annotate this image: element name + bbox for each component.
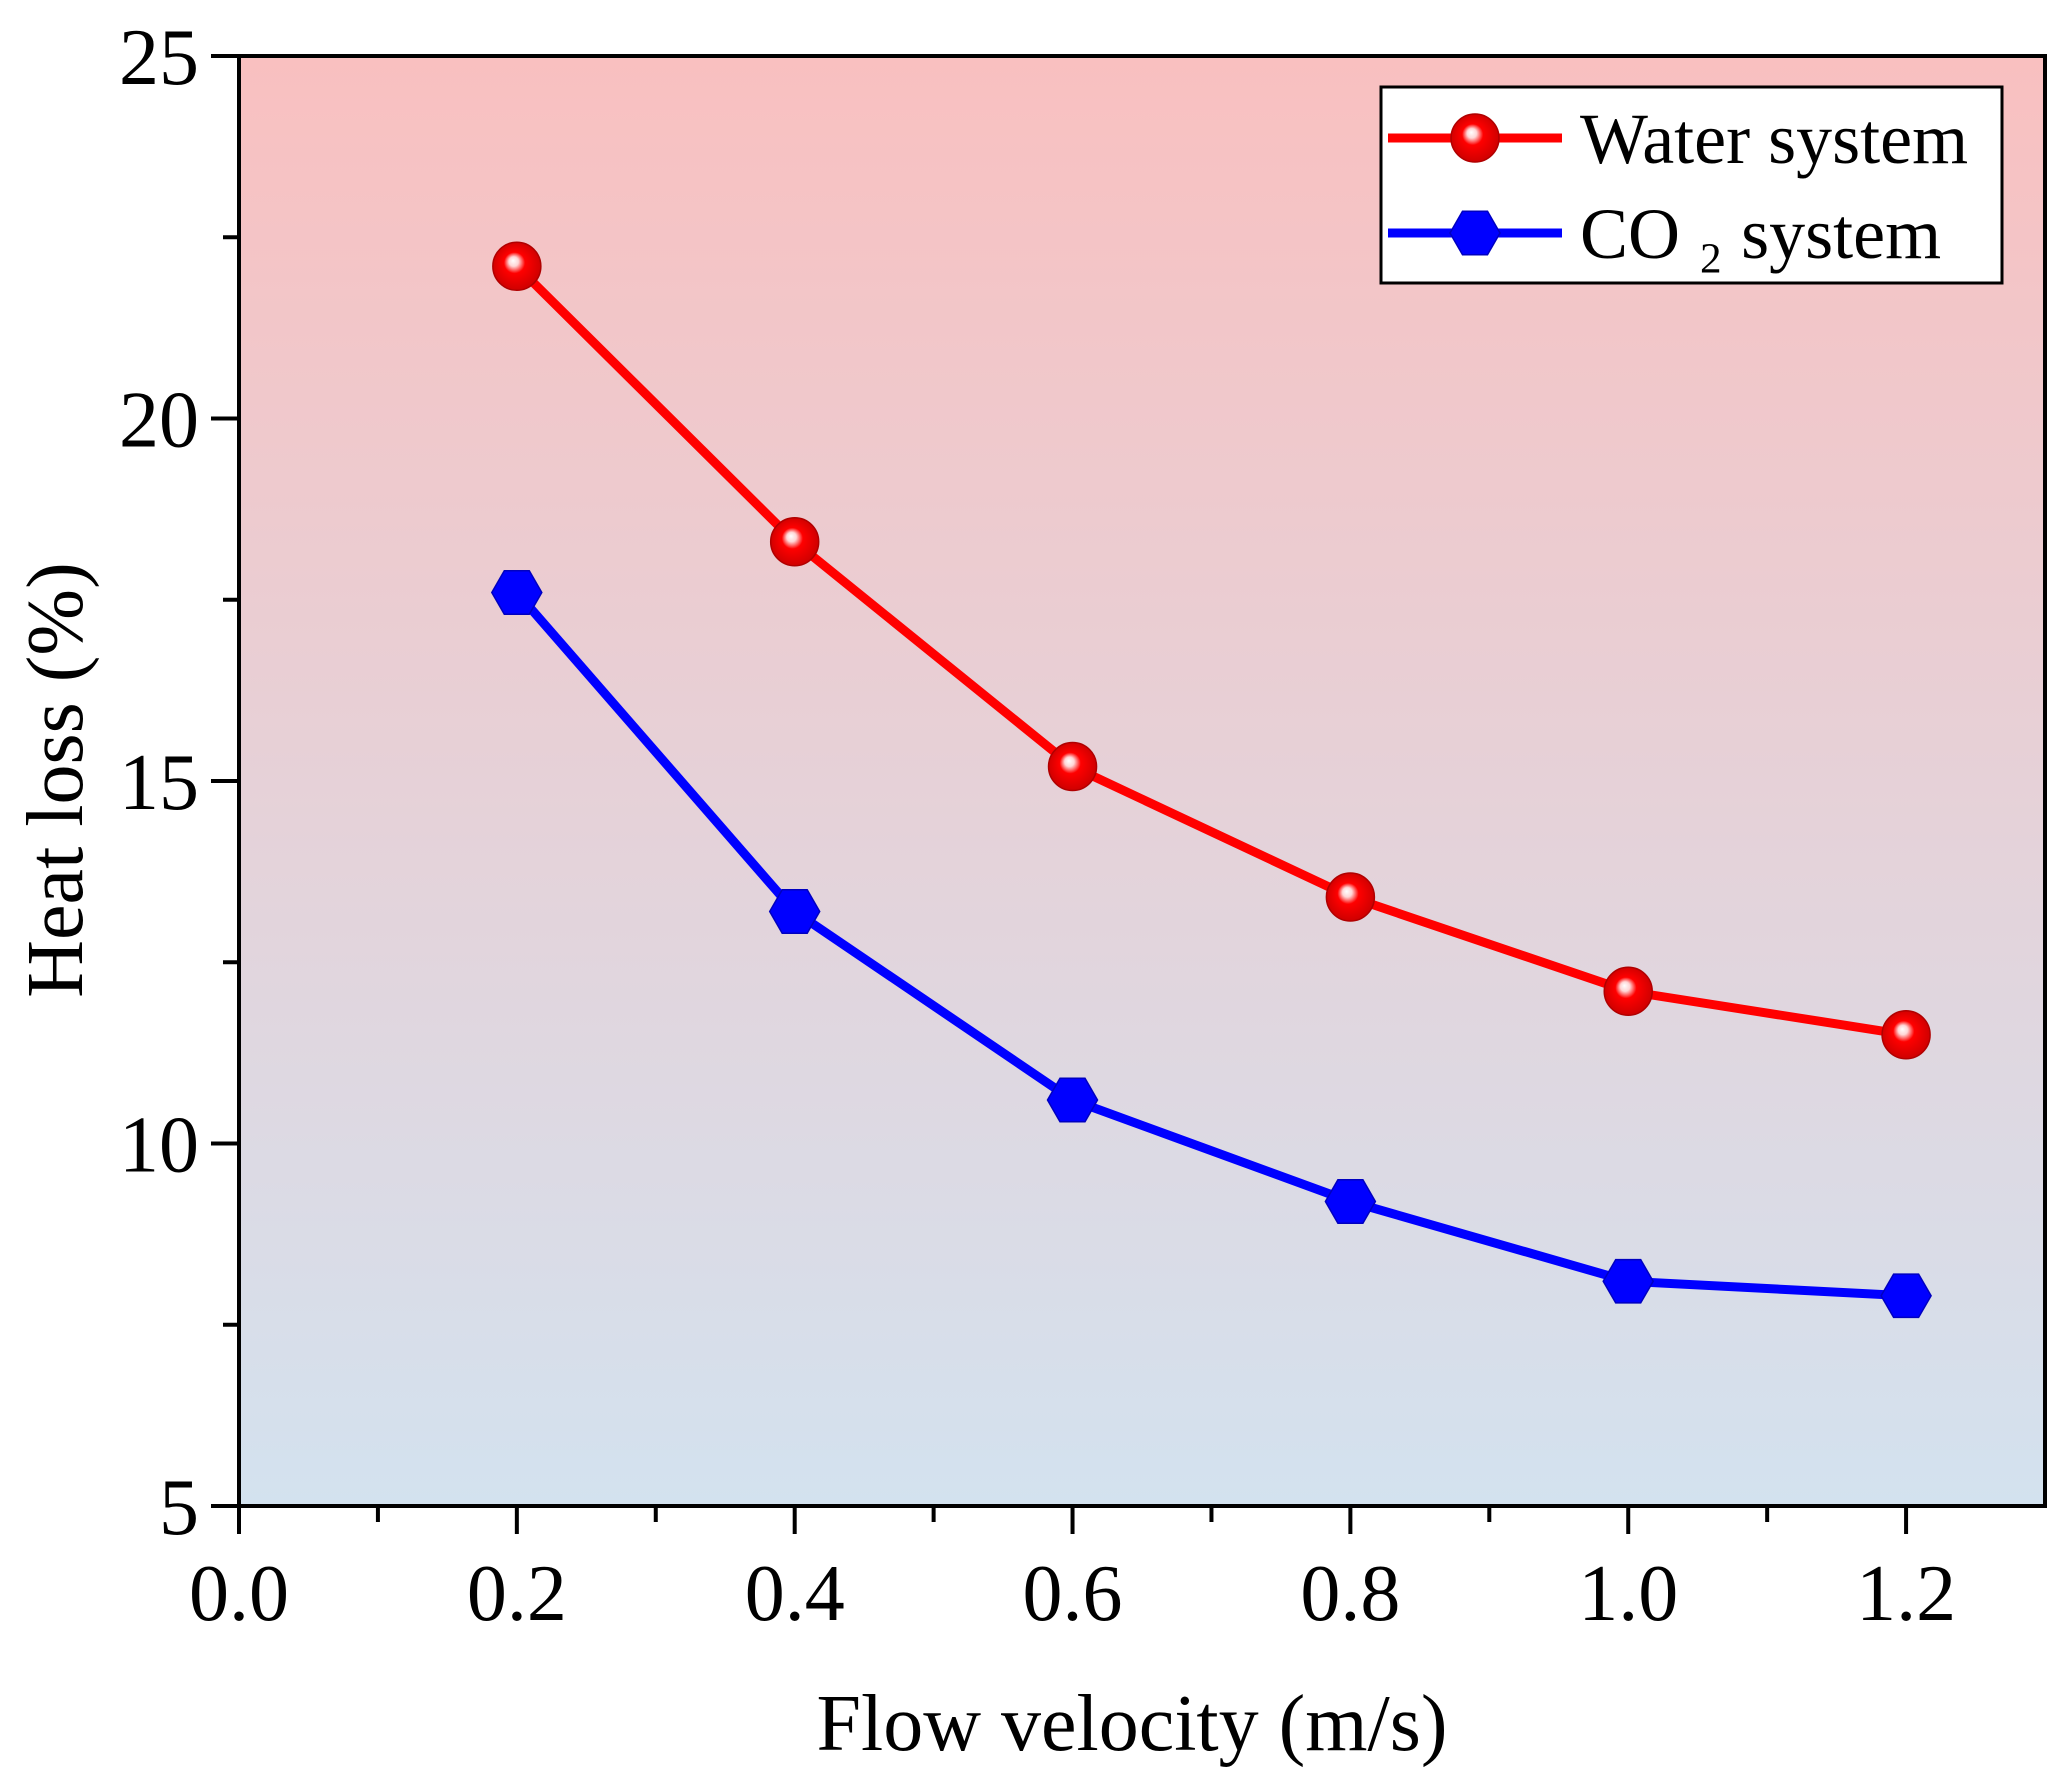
series-1-point-2 — [1046, 1077, 1099, 1123]
x-axis: 0.0 0.2 0.4 0.6 0.8 1.0 1.2 — [189, 1506, 1956, 1638]
series-0 — [492, 241, 1931, 1060]
x-axis-label: Flow velocity (m/s) — [816, 1680, 1447, 1768]
x-tick-label: 1.2 — [1856, 1550, 1956, 1638]
x-tick-label: 0.8 — [1300, 1550, 1400, 1638]
y-axis: 5 10 15 20 25 — [119, 14, 239, 1552]
legend-label-0: Water system — [1580, 99, 1968, 179]
series-1-point-3 — [1324, 1179, 1377, 1224]
series-0-point-2 — [1047, 741, 1098, 792]
series-0-point-1 — [769, 517, 820, 567]
legend-marker-1 — [1449, 210, 1501, 256]
legend: Water system CO ₂ system — [1379, 85, 2004, 285]
series-1-point-5 — [1880, 1273, 1932, 1319]
series-0-point-5 — [1881, 1010, 1931, 1060]
series-0-point-3 — [1325, 872, 1376, 922]
series-1-point-1 — [768, 889, 821, 934]
y-tick-label: 5 — [159, 1464, 199, 1552]
y-tick-label: 15 — [119, 739, 199, 827]
series-1-point-0 — [490, 570, 543, 615]
series-0-point-0 — [492, 241, 542, 291]
x-tick-label: 0.2 — [467, 1550, 567, 1638]
x-tick-label: 1.0 — [1578, 1550, 1678, 1638]
y-tick-label: 10 — [119, 1102, 199, 1190]
y-axis-label: Heat loss (%) — [12, 562, 100, 997]
series-line-1 — [512, 588, 1911, 1301]
x-tick-label: 0.4 — [745, 1550, 845, 1638]
series-1-point-4 — [1602, 1258, 1655, 1304]
legend-marker-0 — [1450, 113, 1500, 163]
series-line-0 — [512, 261, 1911, 1040]
series-0-point-4 — [1603, 966, 1653, 1016]
plot-area-background — [239, 56, 2045, 1506]
series-1 — [490, 570, 1932, 1319]
legend-label-1: CO ₂ system — [1580, 194, 1941, 274]
y-tick-label: 20 — [119, 377, 199, 465]
x-tick-label: 0.0 — [189, 1550, 289, 1638]
y-tick-label: 25 — [119, 14, 199, 102]
x-tick-label: 0.6 — [1023, 1550, 1123, 1638]
